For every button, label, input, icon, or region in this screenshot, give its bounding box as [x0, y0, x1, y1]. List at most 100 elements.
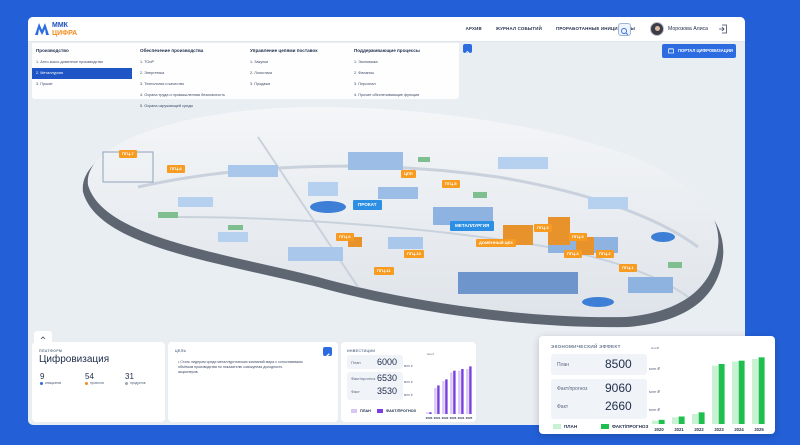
metric-value: 8500 — [605, 357, 632, 371]
x-tick-label: 2021 — [434, 416, 441, 420]
goal-text-value: Стать лидером среди металлургических ком… — [178, 360, 303, 374]
metric-unit: млн ₽ — [404, 364, 413, 368]
map-label-metallurgy[interactable]: МЕТАЛЛУРГИЯ — [450, 221, 495, 231]
menu-item[interactable]: 5. Охрана окружающей среды — [140, 104, 194, 108]
metric-value: 6000 — [377, 357, 398, 367]
bar-2021-fact — [437, 385, 440, 414]
nav-event-log[interactable]: ЖУРНАЛ СОБЫТИЙ — [495, 26, 542, 31]
search-button[interactable] — [618, 23, 631, 36]
map-label-blast-furnace[interactable]: ДОМЕННЫЙ ЦЕХ — [476, 239, 516, 247]
search-icon — [621, 28, 629, 36]
x-tick-label: 2024 — [458, 416, 465, 420]
map-label-prokat[interactable]: ПРОКАТ — [353, 200, 382, 210]
bar-2023-plan — [712, 365, 718, 424]
logo-line1: ММК — [52, 22, 68, 29]
investments-chart: 2020 2021 2022 2023 2024 2025 — [426, 366, 473, 420]
x-tick-label: 2021 — [674, 427, 684, 432]
top-bar: ММК ЦИФРА АРХИВ ЖУРНАЛ СОБЫТИЙ ПРОРАБОТА… — [28, 17, 745, 42]
logo[interactable]: ММК ЦИФРА — [34, 22, 104, 38]
menu-item[interactable]: 1. Экономика — [354, 60, 378, 64]
bar-2025-plan — [752, 359, 758, 424]
stat-label: проектов — [90, 381, 104, 385]
menu-item[interactable]: 3. Персонал — [354, 82, 376, 86]
menu-column-production: Производство 1. Агло-коксо-доменное прои… — [32, 48, 136, 90]
collapse-menu-button[interactable] — [463, 44, 472, 54]
map-label-pgc2[interactable]: ПГЦ-2 — [596, 250, 614, 258]
map-label-pgc8[interactable]: ПГЦ-8 — [167, 165, 185, 173]
edit-icon — [325, 353, 330, 358]
bar-2024-plan — [458, 370, 461, 414]
stat-label: инициатив — [45, 381, 62, 385]
menu-item-active[interactable]: 2. Металлургия — [32, 68, 132, 79]
plant-map-drawing — [82, 106, 724, 328]
bar-2020-fact — [658, 419, 665, 424]
menu-item[interactable]: 2. Логистика — [250, 71, 272, 75]
x-tick-label: 2024 — [734, 427, 744, 432]
metric-label: Факт — [557, 404, 569, 410]
stat-value: 31 — [125, 372, 134, 381]
menu-item[interactable]: 3. Прокат — [36, 82, 53, 86]
metric-label: План — [351, 360, 361, 365]
map-label-cpp[interactable]: ЦПП — [401, 170, 416, 178]
portal-button[interactable]: ПОРТАЛ ЦИФРОВИЗАЦИИ — [662, 44, 736, 58]
stat-projects[interactable]: 54 проектов — [85, 372, 104, 385]
menu-item[interactable]: 4. Прочие обеспечивающие функции — [354, 93, 420, 97]
bar-2020-plan — [426, 412, 429, 414]
logout-icon[interactable] — [718, 24, 728, 34]
map-label-pgc5[interactable]: ПГЦ-5 — [442, 180, 460, 188]
map-label-pgc11[interactable]: ПГЦ-11 — [374, 267, 394, 275]
stat-products[interactable]: 31 продуктов — [125, 372, 146, 385]
axis-unit: млн ₽ — [651, 346, 660, 350]
menu-item[interactable]: 1. Агло-коксо-доменное производство — [36, 60, 104, 64]
investments-caption: ИНВЕСТИЦИИ — [347, 349, 376, 353]
stat-dot — [125, 381, 128, 385]
map-label-pgc10[interactable]: ПГЦ-10 — [404, 250, 424, 258]
x-tick-label: 2025 — [466, 416, 473, 420]
x-tick-label: 2023 — [450, 416, 457, 420]
legend-plan: ПЛАН — [351, 409, 371, 413]
menu-item[interactable]: 3. Продажи — [250, 82, 271, 86]
metric-label: План — [557, 362, 570, 368]
chevron-up-icon — [40, 336, 46, 340]
menu-column-support: Обеспечение производства 1. ТОиР 2. Энер… — [140, 48, 245, 112]
metric-value: 6530 — [377, 373, 398, 383]
menu-item[interactable]: 2. Энергетика — [140, 71, 165, 75]
menu-column-title: Производство — [36, 48, 69, 53]
map-label-pgc4[interactable]: ПГЦ-4 — [564, 250, 582, 258]
bar-2022-fact — [445, 379, 448, 414]
nav-initiatives[interactable]: ПРОРАБОТАННЫЕ ИНИЦИАТИВЫ — [556, 26, 635, 31]
metric-label: Факт — [351, 389, 360, 394]
bar-2023-fact — [718, 364, 725, 424]
menu-item[interactable]: 2. Финансы — [354, 71, 375, 75]
digitalization-title: Цифровизация — [39, 354, 110, 365]
metric-label: Факт/прогноз — [351, 376, 376, 381]
menu-item[interactable]: 4. Охрана труда и промышленная безопасно… — [140, 93, 225, 97]
avatar[interactable] — [650, 22, 664, 36]
edit-goal-button[interactable] — [323, 347, 332, 358]
menu-item[interactable]: 3. Технология и качество — [140, 82, 185, 86]
app-window: ММК ЦИФРА АРХИВ ЖУРНАЛ СОБЫТИЙ ПРОРАБОТА… — [28, 17, 745, 425]
menu-item[interactable]: 1. Закупки — [250, 60, 269, 64]
map-label-pgc9[interactable]: ПГЦ-9 — [569, 233, 587, 241]
bar-2022-plan — [442, 381, 445, 414]
bar-2025-plan — [466, 368, 469, 414]
menu-item[interactable]: 1. ТОиР — [140, 60, 154, 64]
map-label-pgc7[interactable]: ПГЦ-7 — [119, 150, 137, 158]
stat-initiatives[interactable]: 9 инициатив — [40, 372, 61, 385]
bar-2021-fact — [678, 416, 685, 424]
bar-2022-plan — [692, 414, 698, 424]
user-name[interactable]: Морозова Алиса — [668, 26, 709, 32]
map-label-pgc1[interactable]: ПГЦ-1 — [619, 264, 637, 272]
goal-card: ЦЕЛЬ • Стать лидером среди металлургичес… — [168, 342, 338, 422]
bar-2021-plan — [434, 388, 437, 414]
nav-archive[interactable]: АРХИВ — [465, 26, 482, 31]
metric-label: Факт/прогноз — [557, 386, 588, 392]
bottom-panel-toggle[interactable] — [34, 331, 52, 343]
map-label-pgc3[interactable]: ПГЦ-3 — [534, 224, 552, 232]
investments-fact-box: Факт/прогноз 6530 Факт 3530 — [347, 372, 403, 400]
bar-2025-fact — [469, 366, 472, 414]
map-label-pgc6[interactable]: ПГЦ-6 — [336, 233, 354, 241]
plant-map[interactable]: ПГЦ-7 ПГЦ-8 ПГЦ-5 ЦПП ПГЦ-3 ПГЦ-4 ПГЦ-2 … — [28, 97, 745, 342]
menu-column-supply-chain: Управление цепями поставок 1. Закупки 2.… — [250, 48, 350, 90]
metric-unit: млн ₽ — [649, 389, 660, 394]
